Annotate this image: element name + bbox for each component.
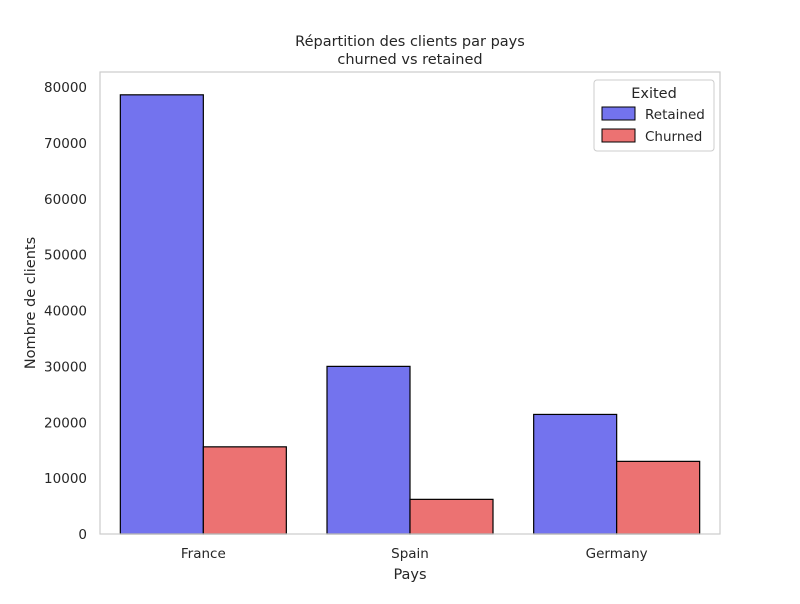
chart-title: Répartition des clients par pays [295, 34, 525, 50]
bars [119, 94, 701, 535]
x-tick-label: France [181, 546, 226, 562]
bar-retained-france [119, 94, 204, 535]
y-tick-label: 50000 [44, 248, 87, 264]
bar-retained-germany [533, 413, 618, 535]
legend-swatch-retained [601, 106, 636, 121]
x-tick-label: Germany [586, 546, 648, 562]
y-tick-label: 10000 [44, 471, 87, 487]
y-tick-label: 0 [78, 527, 87, 543]
y-axis-label: Nombre de clients [23, 237, 39, 369]
y-tick-label: 30000 [44, 359, 87, 375]
bar-churned-spain [409, 498, 494, 535]
legend-label-retained: Retained [645, 107, 705, 123]
y-tick-label: 60000 [44, 192, 87, 208]
bar-churned-germany [616, 460, 701, 535]
bar-retained-spain [326, 365, 411, 535]
x-tick-label: Spain [391, 546, 429, 562]
y-tick-label: 20000 [44, 415, 87, 431]
x-axis-label: Pays [393, 567, 426, 583]
legend-title: Exited [631, 86, 677, 102]
x-axis-ticks: France Spain Germany [181, 546, 648, 562]
y-axis-ticks: 0 10000 20000 30000 40000 50000 60000 70000 8000… [44, 80, 87, 543]
y-tick-label: 70000 [44, 136, 87, 152]
legend-label-churned: Churned [645, 129, 702, 145]
bar-churned-france [202, 446, 287, 535]
y-tick-label: 40000 [44, 304, 87, 320]
plot-frame [99, 71, 721, 535]
y-tick-label: 80000 [44, 80, 87, 96]
legend: Exited Retained Churned [593, 79, 715, 152]
legend-swatch-churned [601, 128, 636, 143]
chart-subtitle: churned vs retained [337, 52, 482, 68]
